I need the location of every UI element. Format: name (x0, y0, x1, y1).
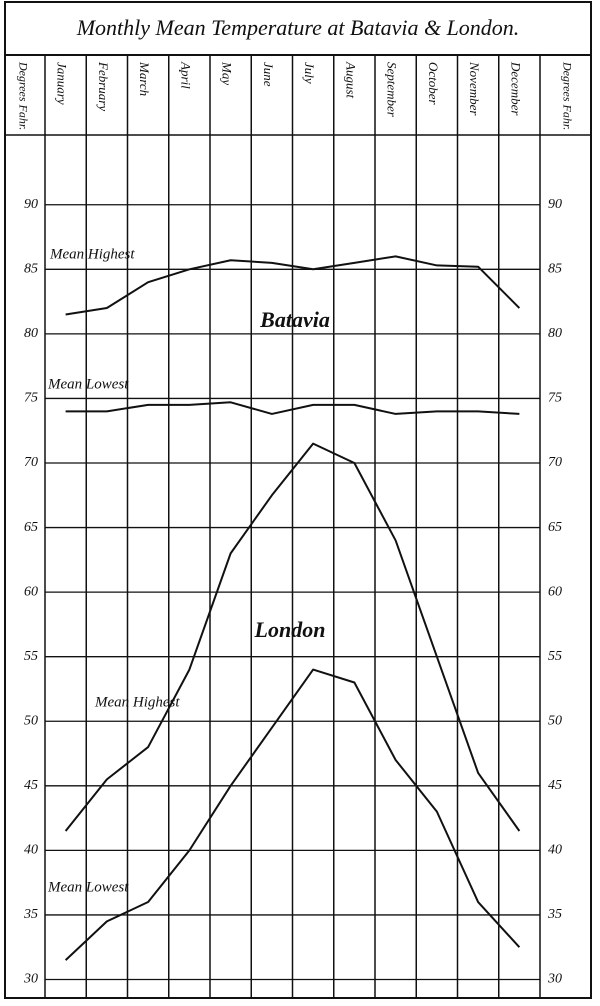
annotation: London (254, 617, 326, 642)
series-line (65, 255, 521, 316)
outer-frame (4, 1, 592, 999)
y-tick-label: 90 (548, 197, 562, 212)
y-tick-label: 35 (23, 907, 38, 922)
series-line (64, 668, 521, 961)
x-tick-label: September (385, 62, 400, 118)
series-label: Mean Lowest (47, 376, 129, 392)
x-tick-label: April (178, 61, 193, 89)
y-tick-label: 85 (548, 262, 562, 277)
y-tick-label: 90 (24, 197, 38, 212)
x-tick-label: August (343, 61, 358, 99)
y-tick-label: 75 (24, 391, 38, 406)
y-axis-label-right: Degrees Fahr. (560, 61, 574, 130)
chart-title: Monthly Mean Temperature at Batavia & Lo… (76, 15, 520, 40)
y-tick-label: 55 (24, 649, 38, 664)
y-tick-label: 70 (24, 455, 38, 470)
series-line (64, 442, 521, 832)
x-tick-label: December (508, 61, 523, 116)
y-tick-label: 80 (24, 326, 38, 341)
series-label: Mean Highest (49, 246, 135, 262)
y-tick-label: 50 (24, 713, 38, 728)
x-tick-label: February (96, 61, 111, 111)
annotation: Batavia (259, 307, 330, 332)
y-tick-label: 70 (548, 455, 562, 470)
y-tick-label: 45 (548, 778, 562, 793)
y-tick-label: 50 (548, 713, 562, 728)
x-tick-label: October (426, 62, 441, 106)
y-tick-label: 40 (24, 843, 38, 858)
y-tick-label: 45 (24, 778, 38, 793)
x-tick-label: January (55, 62, 70, 105)
x-tick-label: June (261, 62, 276, 87)
y-tick-label: 65 (24, 520, 38, 535)
y-tick-label: 65 (548, 520, 562, 535)
series-line (65, 401, 520, 415)
x-tick-label: March (137, 61, 152, 96)
series-label: Mean Lowest (47, 879, 129, 895)
y-tick-label: 40 (548, 843, 562, 858)
x-tick-label: May (220, 61, 235, 85)
y-tick-label: 30 (23, 972, 38, 987)
y-tick-label: 85 (24, 262, 38, 277)
y-tick-label: 60 (548, 584, 562, 599)
series-label: Mean Highest (94, 694, 180, 710)
y-tick-label: 60 (24, 584, 38, 599)
y-tick-label: 30 (547, 972, 562, 987)
y-tick-label: 75 (548, 391, 562, 406)
x-tick-label: November (467, 61, 482, 116)
y-tick-label: 35 (547, 907, 562, 922)
y-tick-label: 55 (548, 649, 562, 664)
y-axis-label-left: Degrees Fahr. (16, 61, 30, 130)
x-tick-label: July (302, 62, 317, 84)
y-tick-label: 80 (548, 326, 562, 341)
